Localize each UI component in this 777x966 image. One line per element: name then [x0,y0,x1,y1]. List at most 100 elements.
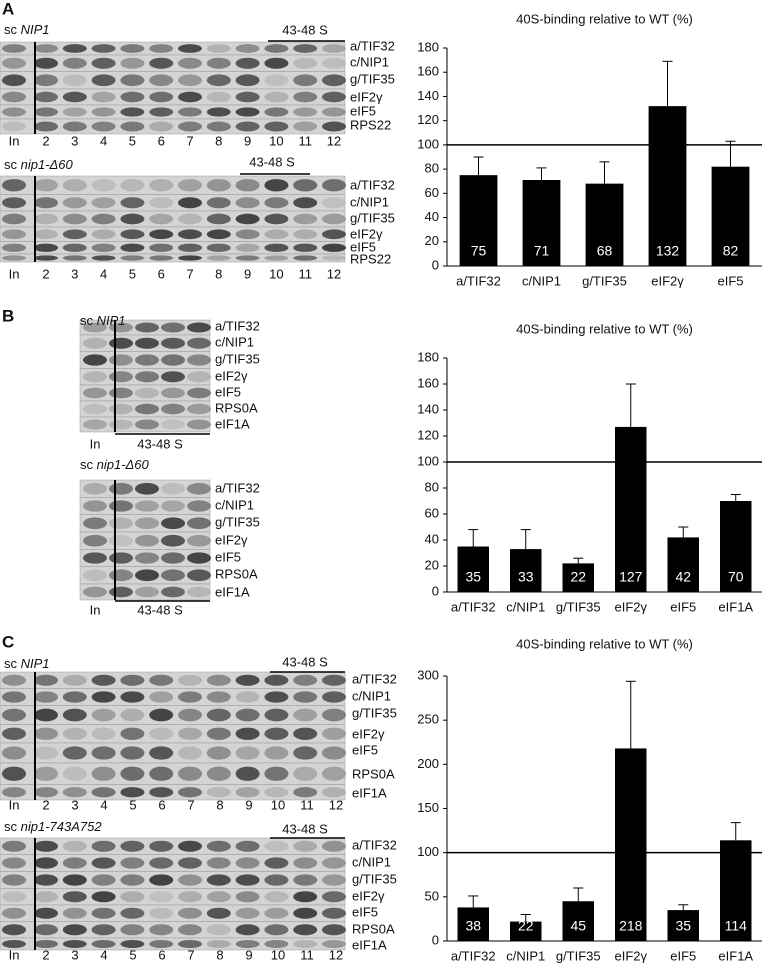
bar [667,910,699,941]
blot-band [2,766,26,781]
lane-label: 5 [129,797,136,812]
blot-band [135,403,159,415]
blot-band [178,708,202,722]
blot-band [2,727,26,740]
blot-band [91,229,116,240]
blot-band [264,766,289,781]
blot-band [135,387,159,399]
y-tick-label: 120 [417,112,439,127]
blot-band [264,787,289,798]
blot-band [149,840,174,852]
blot-band [109,586,133,598]
x-tick-label: a/TIF32 [451,599,496,614]
x-tick-label: eIF5 [717,273,743,288]
blot-band [149,255,174,261]
blot-band [161,552,185,564]
blot-band [206,121,231,132]
blot-band [91,907,116,919]
protein-label: a/TIF32 [352,837,397,852]
blot-band [293,840,318,852]
protein-label: g/TIF35 [352,871,397,886]
blot-band [34,891,58,903]
blot-band [34,691,58,703]
blot-band [62,874,87,886]
blot-band [34,907,58,919]
y-tick-label: 40 [425,531,439,546]
blot-band [178,179,202,192]
blot-band [34,121,58,132]
blot-band [322,691,346,703]
bar [459,175,498,266]
bar [615,748,647,941]
blot-band [178,746,202,760]
blot-band [187,517,211,530]
value-label: 33 [518,569,534,585]
blot-band [178,691,202,703]
blot-band [135,534,159,547]
protein-label: eIF1A [352,937,387,952]
blot-band [293,691,318,703]
blot-band [235,907,260,919]
blot-band [83,387,107,399]
blot-band [62,708,87,722]
panel-letter: B [2,306,14,325]
y-tick-label: 100 [417,844,439,859]
blot-band [34,213,58,225]
bar [510,549,542,592]
blot-band [91,243,116,252]
protein-label: eIF1A [215,584,250,599]
blot-band [2,691,26,703]
protein-label: c/NIP1 [215,334,254,349]
blot-band [293,179,318,192]
blot-band [83,403,107,415]
blot-band [206,255,231,261]
protein-label: eIF2γ [215,368,248,383]
blot-band [322,179,346,192]
blot-band [62,674,87,686]
y-tick-label: 20 [425,233,439,248]
strain-prefix: sc [4,22,18,37]
protein-label: g/TIF35 [350,71,395,86]
blot-band [62,229,87,240]
blot-band [109,387,133,399]
bar [562,563,594,592]
lane-label: 4 [100,797,107,812]
blot-band [120,57,145,69]
blot-band [206,243,231,252]
blot-band [83,322,107,333]
blot-band [91,74,116,87]
blot-band [62,74,87,87]
blot-band [91,121,116,132]
lane-label: 3 [71,797,78,812]
blot-band [34,57,58,69]
protein-label: a/TIF32 [215,318,260,333]
strain-title: sc nip1-743A752 [4,819,102,834]
blot-band [91,727,116,740]
lane-label: 8 [216,797,223,812]
blot-band [120,91,145,103]
blot-band [235,787,260,798]
strain-prefix: sc [4,656,18,671]
blot-band [264,121,289,132]
blot-band [264,44,289,53]
blot-band [264,674,289,686]
lane-label: 3 [71,947,78,962]
blot-band [322,57,346,69]
protein-label: c/NIP1 [350,54,389,69]
blot-band [264,691,289,703]
lane-label: In [90,436,101,451]
blot-band [109,354,133,366]
value-label: 42 [675,569,691,585]
blot-band [293,940,318,948]
strain-title: sc NIP1 [4,656,50,671]
protein-label: eIF1A [352,785,387,800]
blot-band [120,924,145,936]
blot-band [34,940,58,948]
blot-band [322,44,346,53]
blot-band [293,197,318,209]
blot-band [293,107,318,117]
y-tick-label: 250 [417,712,439,727]
blot-band [293,674,318,686]
